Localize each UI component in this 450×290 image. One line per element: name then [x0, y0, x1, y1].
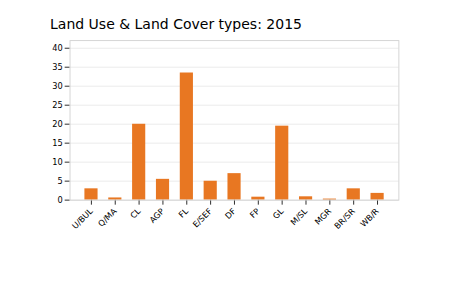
svg-text:FL: FL [176, 206, 190, 220]
svg-text:CL: CL [128, 206, 143, 221]
svg-text:40: 40 [52, 43, 62, 53]
svg-text:Q/MA: Q/MA [96, 206, 119, 229]
svg-text:MGR: MGR [312, 206, 333, 227]
svg-text:E/SEF: E/SEF [190, 206, 214, 230]
svg-text:WB/R: WB/R [358, 206, 381, 229]
svg-text:M/SL: M/SL [288, 206, 309, 227]
html-text:Land Use & Land Cover types: 2: Land Use & Land Cover types: 2015 [50, 16, 302, 32]
svg-text:35: 35 [52, 62, 62, 72]
svg-text:5: 5 [57, 176, 62, 186]
svg-text:AGP: AGP [147, 206, 166, 225]
svg-text:10: 10 [52, 157, 62, 167]
svg-text:DF: DF [223, 206, 238, 221]
svg-text:FP: FP [248, 206, 262, 220]
svg-text:BR/SR: BR/SR [332, 206, 357, 231]
svg-text:25: 25 [52, 100, 62, 110]
svg-text:20: 20 [52, 119, 62, 129]
svg-text:0: 0 [57, 195, 62, 205]
svg-text:U/BUL: U/BUL [70, 206, 95, 231]
svg-text:15: 15 [52, 138, 62, 148]
svg-text:GL: GL [271, 206, 286, 221]
svg-text:30: 30 [52, 81, 62, 91]
